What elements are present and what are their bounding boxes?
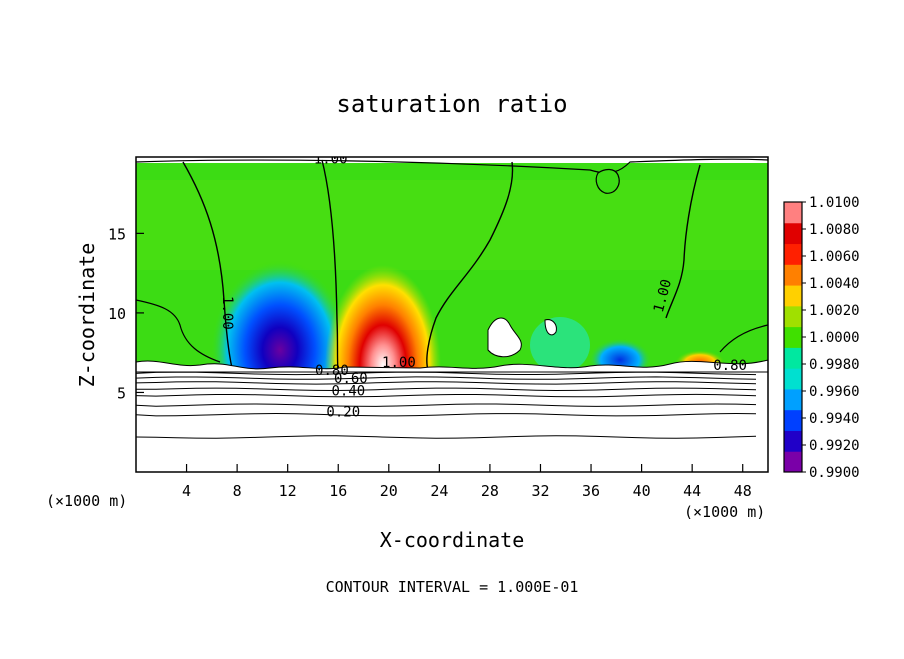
- x-tick-label: 32: [531, 482, 549, 500]
- y-tick-label: 10: [108, 305, 126, 323]
- stable-layer-contours: [136, 371, 757, 439]
- colorbar-segment: [784, 326, 802, 348]
- colorbar-tick-label: 1.0060: [809, 249, 860, 265]
- x-unit-label-left: (×1000 m): [46, 492, 127, 510]
- chart-title: saturation ratio: [336, 90, 567, 118]
- plot-frame: [135, 156, 769, 473]
- x-tick-label: 4: [182, 482, 191, 500]
- stable-layer: [136, 372, 768, 472]
- colorbar-segment: [784, 388, 802, 411]
- colorbar-tick-label: 0.9940: [809, 411, 860, 427]
- contour-interval-footer: CONTOUR INTERVAL = 1.000E-01: [326, 578, 579, 596]
- colorbar-tick-label: 0.9980: [809, 357, 860, 373]
- colorbar-tick-label: 1.0040: [809, 276, 860, 292]
- y-tick-label: 5: [117, 384, 126, 402]
- contour-1-00-right: [665, 164, 701, 319]
- y-axis-title: Z-coordinate: [75, 243, 99, 388]
- upper-lighter-band: [136, 180, 768, 270]
- stable-contour-line: [136, 393, 757, 398]
- cyan-patch-right: [530, 317, 590, 373]
- contour-1-00-center: [321, 159, 339, 371]
- colorbar-tick-label: 0.9900: [809, 465, 860, 481]
- x-tick-label: 16: [329, 482, 347, 500]
- contour-1-00-lower-left: [136, 299, 221, 363]
- colorbar-tick-label: 1.0080: [809, 222, 860, 238]
- x-tick-label: 24: [430, 482, 448, 500]
- x-tick-label: 36: [582, 482, 600, 500]
- y-axis-ticks: 5 10 15: [108, 225, 144, 402]
- contour-1-00-mid: [426, 161, 514, 371]
- stable-contour-line: [136, 412, 757, 417]
- plot-area: 1.001.00 1.001.000.800.600.400.200.80: [136, 151, 768, 472]
- colorbar-tick-label: 0.9960: [809, 384, 860, 400]
- x-tick-label: 12: [279, 482, 297, 500]
- cloud-top-band: [136, 157, 768, 163]
- contour-label: 1.00: [219, 296, 235, 330]
- x-axis-title: X-coordinate: [380, 528, 525, 552]
- colorbar-segment: [784, 451, 802, 473]
- contour-label: 0.80: [713, 358, 747, 374]
- contour-1-00-top: [136, 158, 768, 174]
- contour-label: 0.40: [331, 384, 365, 400]
- colorbar-segment: [784, 430, 802, 452]
- colorbar-tick-label: 1.0000: [809, 330, 860, 346]
- x-tick-label: 40: [633, 482, 651, 500]
- x-tick-label: 48: [734, 482, 752, 500]
- contour-label: 1.00: [314, 151, 348, 167]
- stable-contour-line: [136, 371, 757, 376]
- cloud-blob-upper: [595, 168, 620, 194]
- colorbar-segment: [784, 222, 802, 245]
- cloud-base-edge: [136, 359, 768, 373]
- colorbar-segment: [784, 347, 802, 369]
- stable-contour-line: [136, 387, 757, 392]
- colorbar-segment: [784, 305, 802, 328]
- colorbar-segment: [784, 243, 802, 265]
- y-tick-label: 15: [108, 225, 126, 243]
- x-axis-ticks: 4 8 12 16 20 24 28 32 36 40 44 48: [182, 464, 752, 500]
- colorbar-segment: [784, 264, 802, 286]
- colorbar: 1.0100 1.0080 1.0060 1.0040 1.0020 1.0000 0.99…: [783, 195, 860, 481]
- contour-label: 0.60: [334, 371, 368, 387]
- colorbar-segment: [784, 202, 802, 224]
- stable-contour-line: [136, 376, 757, 380]
- stable-contour-line: [136, 435, 757, 439]
- colorbar-tick-label: 1.0020: [809, 303, 860, 319]
- contour-label: 1.00: [382, 355, 416, 371]
- colorbar-tick-label: 1.0100: [809, 195, 860, 211]
- stable-contour-line: [136, 403, 757, 407]
- x-unit-label-right: (×1000 m): [684, 503, 765, 521]
- colorbar-segment: [784, 285, 802, 307]
- contour-labels: 1.001.00 1.001.000.800.600.400.200.80: [219, 151, 747, 420]
- colorbar-segment: [784, 368, 802, 390]
- contour-1-00-lower-right: [719, 324, 768, 353]
- colorbar-segment: [784, 409, 802, 431]
- contour-label: 0.20: [326, 404, 360, 420]
- contour-1-00-left: [182, 161, 233, 369]
- x-tick-label: 8: [233, 482, 242, 500]
- x-tick-label: 20: [380, 482, 398, 500]
- stable-contour-line: [136, 381, 757, 385]
- x-tick-label: 44: [683, 482, 701, 500]
- broken-cloud-patches: [487, 317, 557, 358]
- contour-label: 0.80: [315, 363, 349, 379]
- x-tick-label: 28: [481, 482, 499, 500]
- colorbar-tick-label: 0.9920: [809, 438, 860, 454]
